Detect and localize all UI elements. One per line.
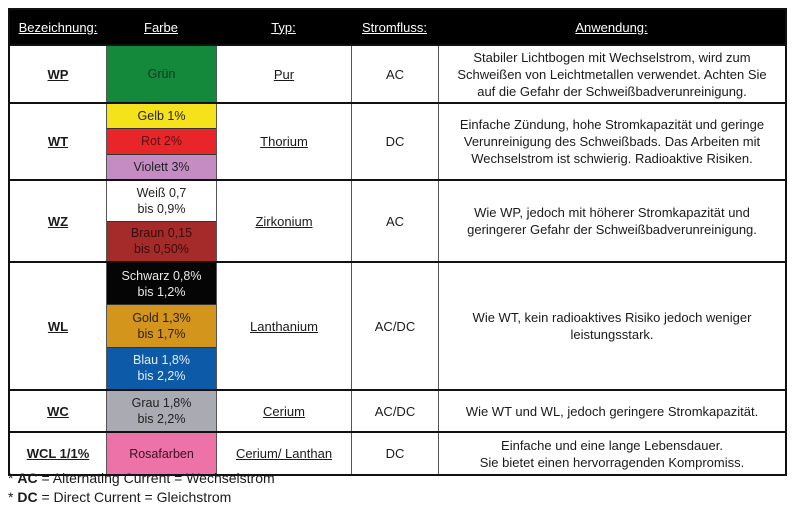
table-row: WL Schwarz 0,8% bis 1,2% Gold 1,3% bis 1,7… [10, 261, 785, 389]
color-swatch: Schwarz 0,8% bis 1,2% [107, 263, 216, 305]
table-row: WCL 1/1% Rosafarben Cerium/ Lanthan DC Einfa… [10, 431, 785, 474]
table-header: Bezeichnung: Farbe Typ: Stromfluss: Anwe… [10, 10, 785, 44]
footnote-dc: * DC = Direct Current = Gleichstrom [8, 488, 275, 507]
table-row: WZ Weiß 0,7 bis 0,9% Braun 0,15 bis 0,50% Z… [10, 179, 785, 261]
footnote-text: = Direct Current = Gleichstrom [37, 489, 232, 505]
footnote-text: = Alternating Current = Wechselstrom [37, 470, 275, 486]
header-bezeichnung: Bezeichnung: [18, 19, 98, 35]
footnote-ac: * AC = Alternating Current = Wechselstro… [8, 469, 275, 488]
cell-code: WC [10, 391, 106, 431]
cell-current: AC [351, 181, 438, 261]
color-swatch: Gelb 1% [107, 104, 216, 129]
color-swatch: Gold 1,3% bis 1,7% [107, 304, 216, 347]
cell-code: WT [10, 104, 106, 179]
header-farbe: Farbe [144, 19, 178, 35]
color-swatch: Rot 2% [107, 128, 216, 154]
color-swatch: Braun 0,15 bis 0,50% [107, 220, 216, 261]
cell-current: AC/DC [351, 263, 438, 389]
cell-code: WL [10, 263, 106, 389]
cell-color: Rosafarben [106, 433, 216, 474]
color-swatch: Rosafarben [107, 433, 216, 474]
cell-type: Cerium/ Lanthan [216, 433, 351, 474]
cell-type: Pur [216, 46, 351, 102]
electrode-type: Cerium [263, 403, 305, 419]
cell-type: Lanthanium [216, 263, 351, 389]
footnote-marker: * [8, 470, 18, 486]
footnote-marker: * [8, 489, 18, 505]
footnote-abbr: AC [17, 470, 38, 486]
electrode-type: Thorium [260, 134, 308, 149]
electrode-code: WP [47, 66, 69, 82]
table-body: WP Grün Pur AC Stabiler Lichtbogen mit Wechs… [10, 44, 785, 474]
cell-description: Wie WP, jedoch mit höherer Stromkapazitä… [438, 181, 785, 261]
cell-current: DC [351, 433, 438, 474]
cell-type: Cerium [216, 391, 351, 431]
cell-color: Weiß 0,7 bis 0,9% Braun 0,15 bis 0,50% [106, 181, 216, 261]
electrode-type: Lanthanium [250, 318, 318, 334]
cell-color: Grün [106, 46, 216, 102]
footnotes: * AC = Alternating Current = Wechselstro… [8, 469, 275, 507]
color-swatch: Blau 1,8% bis 2,2% [107, 346, 216, 389]
cell-code: WP [10, 46, 106, 102]
electrode-code: WL [47, 318, 69, 334]
cell-current: AC/DC [351, 391, 438, 431]
header-typ: Typ: [271, 19, 296, 35]
cell-description: Stabiler Lichtbogen mit Wechselstrom, wi… [438, 46, 785, 102]
cell-color: Schwarz 0,8% bis 1,2% Gold 1,3% bis 1,7% B… [106, 263, 216, 389]
table-row: WT Gelb 1% Rot 2% Violett 3% Thorium DC Einfac… [10, 102, 785, 179]
electrode-code: WCL 1/1% [26, 446, 90, 461]
table-row: WC Grau 1,8% bis 2,2% Cerium AC/DC Wie WT un… [10, 389, 785, 431]
cell-current: DC [351, 104, 438, 179]
cell-color: Gelb 1% Rot 2% Violett 3% [106, 104, 216, 179]
color-swatch: Violett 3% [107, 153, 216, 179]
electrode-table: Bezeichnung: Farbe Typ: Stromfluss: Anwe… [8, 8, 787, 476]
cell-color: Grau 1,8% bis 2,2% [106, 391, 216, 431]
cell-description: Wie WT, kein radioaktives Risiko jedoch … [438, 263, 785, 389]
header-stromfluss: Stromfluss: [361, 19, 427, 35]
color-swatch: Grün [107, 46, 216, 102]
electrode-code: WZ [47, 213, 69, 229]
cell-type: Zirkonium [216, 181, 351, 261]
cell-description: Einfache Zündung, hohe Stromkapazität un… [438, 104, 785, 179]
cell-current: AC [351, 46, 438, 102]
electrode-type: Pur [273, 66, 295, 82]
color-swatch: Grau 1,8% bis 2,2% [107, 391, 216, 431]
cell-description: Einfache und eine lange Lebensdauer. Sie… [438, 433, 785, 474]
electrode-type: Cerium/ Lanthan [235, 446, 333, 461]
electrode-code: WT [47, 134, 69, 149]
footnote-abbr: DC [17, 489, 38, 505]
cell-description: Wie WT und WL, jedoch geringere Stromkap… [438, 391, 785, 431]
cell-type: Thorium [216, 104, 351, 179]
table-row: WP Grün Pur AC Stabiler Lichtbogen mit Wechs… [10, 44, 785, 102]
header-anwendung: Anwendung: [575, 19, 648, 35]
cell-code: WZ [10, 181, 106, 261]
electrode-code: WC [47, 403, 69, 419]
color-swatch: Weiß 0,7 bis 0,9% [107, 181, 216, 221]
electrode-type: Zirkonium [255, 213, 313, 229]
cell-code: WCL 1/1% [10, 433, 106, 474]
